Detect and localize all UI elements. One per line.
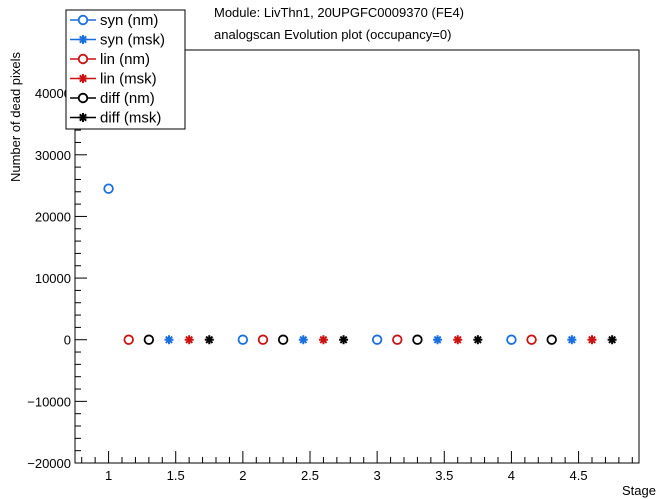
data-point-0 [506, 334, 517, 345]
data-point-3 [453, 335, 463, 345]
legend-marker [77, 92, 89, 104]
y-tick-label: 20000 [35, 209, 71, 224]
data-point-5 [607, 335, 617, 345]
chart-title-line-2: analogscan Evolution plot (occupancy=0) [214, 27, 452, 42]
chart-title-line-1: Module: LivThn1, 20UPGFC0009370 (FE4) [214, 5, 465, 20]
data-point-0 [371, 334, 383, 345]
y-tick-label: 40000 [35, 86, 71, 101]
data-point-1 [164, 335, 174, 345]
axis-ticks: −20000 −10000 0 10000 20000 30000 40000 1 1.5 2 2.… [27, 55, 633, 483]
legend-label: diff (msk) [100, 110, 161, 127]
data-point-4 [546, 334, 557, 345]
x-tick-label: 1 [105, 468, 112, 483]
data-point-2 [392, 334, 403, 345]
data-point-3 [587, 335, 597, 345]
data-point-2 [526, 334, 537, 345]
data-point-4 [412, 334, 423, 345]
x-tick-label: 2.5 [301, 468, 319, 483]
legend-label: syn (nm) [100, 12, 158, 29]
data-point-2 [257, 334, 269, 345]
x-tick-label: 1.5 [167, 468, 185, 483]
data-point-3 [318, 335, 328, 345]
data-point-3 [184, 335, 194, 345]
y-tick-label: 30000 [35, 148, 71, 163]
data-point-5 [473, 335, 483, 345]
data-point-1 [567, 335, 577, 345]
data-point-5 [339, 335, 349, 345]
data-point-0 [103, 183, 114, 194]
data-point-4 [143, 334, 155, 345]
legend-label: lin (msk) [100, 71, 157, 88]
legend-label: syn (msk) [100, 32, 165, 49]
data-point-2 [123, 334, 134, 345]
y-tick-label: −20000 [27, 456, 71, 471]
x-tick-label: 4 [508, 468, 515, 483]
data-point-5 [204, 335, 214, 345]
data-point-4 [277, 334, 289, 345]
y-tick-label: 0 [64, 333, 71, 348]
x-tick-label: 4.5 [570, 468, 588, 483]
y-tick-label: 10000 [35, 271, 71, 286]
legend-box [65, 9, 186, 130]
legend-label: diff (nm) [100, 90, 155, 107]
x-tick-label: 2 [239, 468, 246, 483]
legend-marker [78, 113, 88, 122]
data-marks [103, 183, 617, 345]
y-axis-label: Number of dead pixels [8, 51, 23, 182]
x-tick-label: 3 [374, 468, 381, 483]
data-point-0 [237, 334, 249, 345]
data-point-1 [298, 335, 308, 345]
legend: syn (nm) syn (msk) lin (nm) lin (msk) diff (… [65, 9, 186, 130]
legend-marker [77, 14, 89, 26]
legend-label: lin (nm) [100, 51, 150, 68]
plot-frame [74, 49, 640, 464]
y-tick-label: −10000 [27, 394, 71, 409]
x-tick-label: 3.5 [435, 468, 453, 483]
data-point-1 [433, 335, 443, 345]
legend-marker [77, 53, 89, 65]
legend-marker [78, 74, 88, 83]
legend-marker [78, 35, 88, 44]
x-axis-label: Stage [622, 483, 656, 498]
